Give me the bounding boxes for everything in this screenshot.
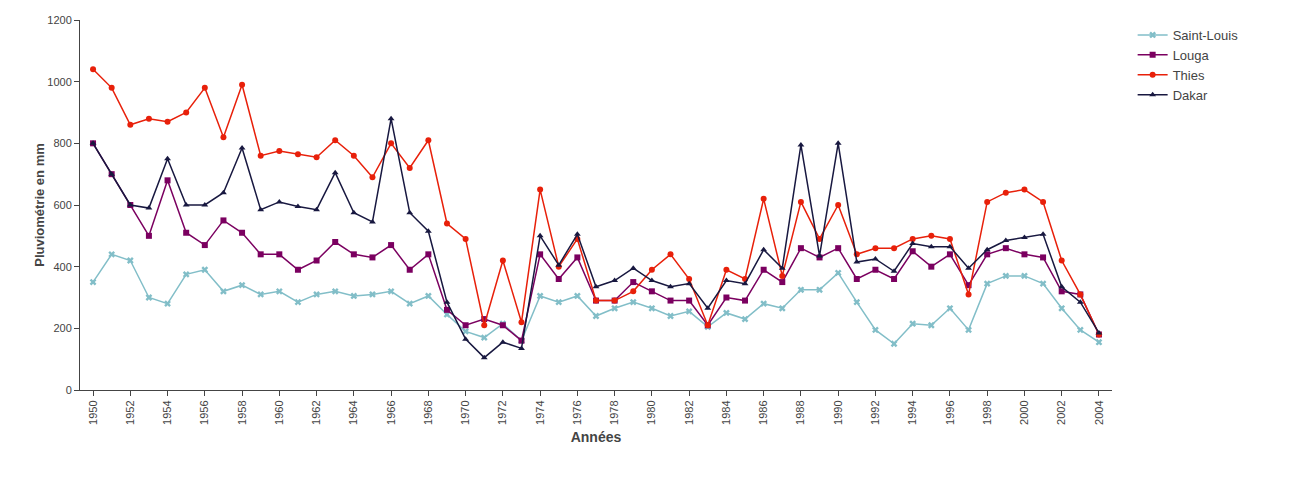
svg-text:1982: 1982 [683,400,695,424]
svg-text:Dakar: Dakar [1173,88,1208,103]
svg-text:600: 600 [53,199,71,211]
svg-text:1992: 1992 [869,400,881,424]
svg-text:Louga: Louga [1173,48,1210,63]
svg-text:Saint-Louis: Saint-Louis [1173,28,1239,43]
svg-text:1200: 1200 [47,14,71,26]
svg-text:1956: 1956 [198,400,210,424]
svg-text:2002: 2002 [1055,400,1067,424]
svg-text:200: 200 [53,322,71,334]
svg-text:1998: 1998 [981,400,993,424]
svg-text:1960: 1960 [273,400,285,424]
svg-text:1994: 1994 [906,400,918,424]
svg-text:800: 800 [53,137,71,149]
svg-text:1988: 1988 [794,400,806,424]
svg-text:1996: 1996 [944,400,956,424]
svg-text:1978: 1978 [608,400,620,424]
svg-text:1984: 1984 [720,400,732,424]
svg-text:1954: 1954 [161,400,173,424]
svg-text:400: 400 [53,261,71,273]
svg-text:1970: 1970 [459,400,471,424]
svg-text:1962: 1962 [310,400,322,424]
svg-text:1972: 1972 [496,400,508,424]
svg-text:1000: 1000 [47,76,71,88]
svg-text:1974: 1974 [534,400,546,424]
svg-text:Années: Années [571,429,622,445]
svg-text:1980: 1980 [645,400,657,424]
svg-text:1986: 1986 [757,400,769,424]
svg-text:0: 0 [66,384,72,396]
svg-text:Pluviométrie en mm: Pluviométrie en mm [32,143,47,267]
svg-text:1990: 1990 [832,400,844,424]
svg-text:1952: 1952 [124,400,136,424]
svg-text:Thies: Thies [1173,68,1205,83]
svg-text:1968: 1968 [422,400,434,424]
svg-text:1950: 1950 [87,400,99,424]
svg-text:1964: 1964 [347,400,359,424]
svg-text:2004: 2004 [1093,400,1105,424]
svg-text:1966: 1966 [385,400,397,424]
svg-text:1958: 1958 [236,400,248,424]
svg-text:1976: 1976 [571,400,583,424]
svg-text:2000: 2000 [1018,400,1030,424]
